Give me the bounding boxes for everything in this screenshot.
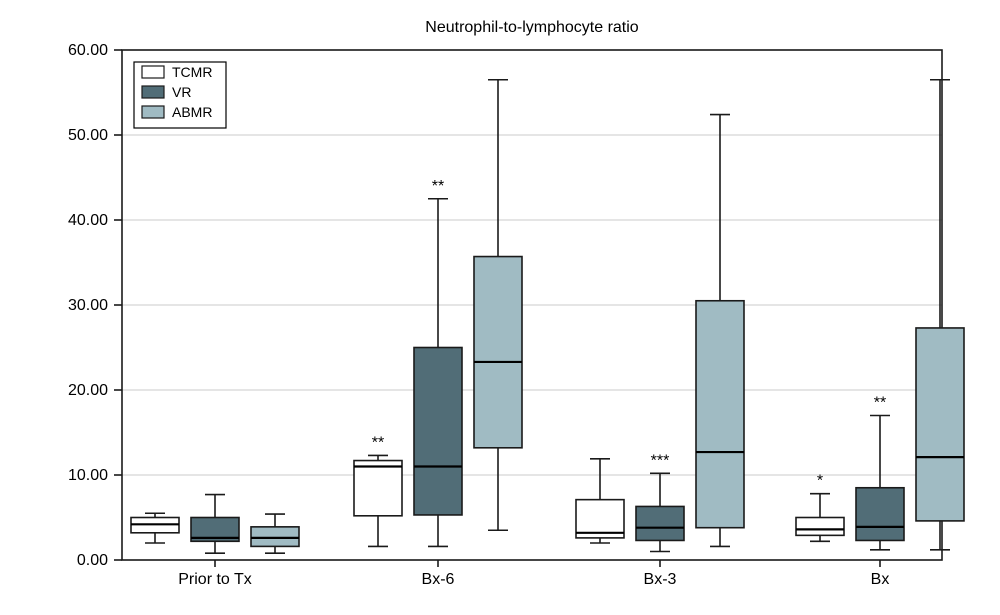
box	[916, 328, 964, 521]
y-tick-label: 60.00	[68, 42, 108, 59]
y-tick-label: 30.00	[68, 297, 108, 314]
y-tick-label: 20.00	[68, 382, 108, 399]
box	[251, 527, 299, 547]
box	[474, 257, 522, 448]
legend-label: ABMR	[172, 104, 212, 120]
significance-marker: **	[874, 395, 886, 412]
box	[414, 348, 462, 515]
box	[696, 301, 744, 528]
x-tick-label: Bx-3	[644, 571, 677, 588]
legend-label: TCMR	[172, 64, 212, 80]
x-tick-label: Bx	[871, 571, 890, 588]
legend-swatch	[142, 86, 164, 98]
box	[856, 488, 904, 541]
significance-marker: **	[432, 178, 444, 195]
legend-label: VR	[172, 84, 191, 100]
y-tick-label: 0.00	[77, 552, 108, 569]
significance-marker: *	[817, 473, 823, 490]
x-tick-label: Prior to Tx	[178, 571, 252, 588]
box	[796, 518, 844, 536]
y-tick-label: 40.00	[68, 212, 108, 229]
chart-title: Neutrophil-to-lymphocyte ratio	[425, 19, 639, 36]
y-tick-label: 50.00	[68, 127, 108, 144]
legend-swatch	[142, 66, 164, 78]
legend-swatch	[142, 106, 164, 118]
significance-marker: ***	[651, 452, 670, 469]
box	[354, 461, 402, 516]
y-tick-label: 10.00	[68, 467, 108, 484]
x-tick-label: Bx-6	[422, 571, 455, 588]
box	[636, 506, 684, 540]
significance-marker: **	[372, 434, 384, 451]
boxplot-chart: 0.00 10.00 20.00 30.00 40.00 50.00 60.00 Neutro…	[0, 0, 1000, 615]
